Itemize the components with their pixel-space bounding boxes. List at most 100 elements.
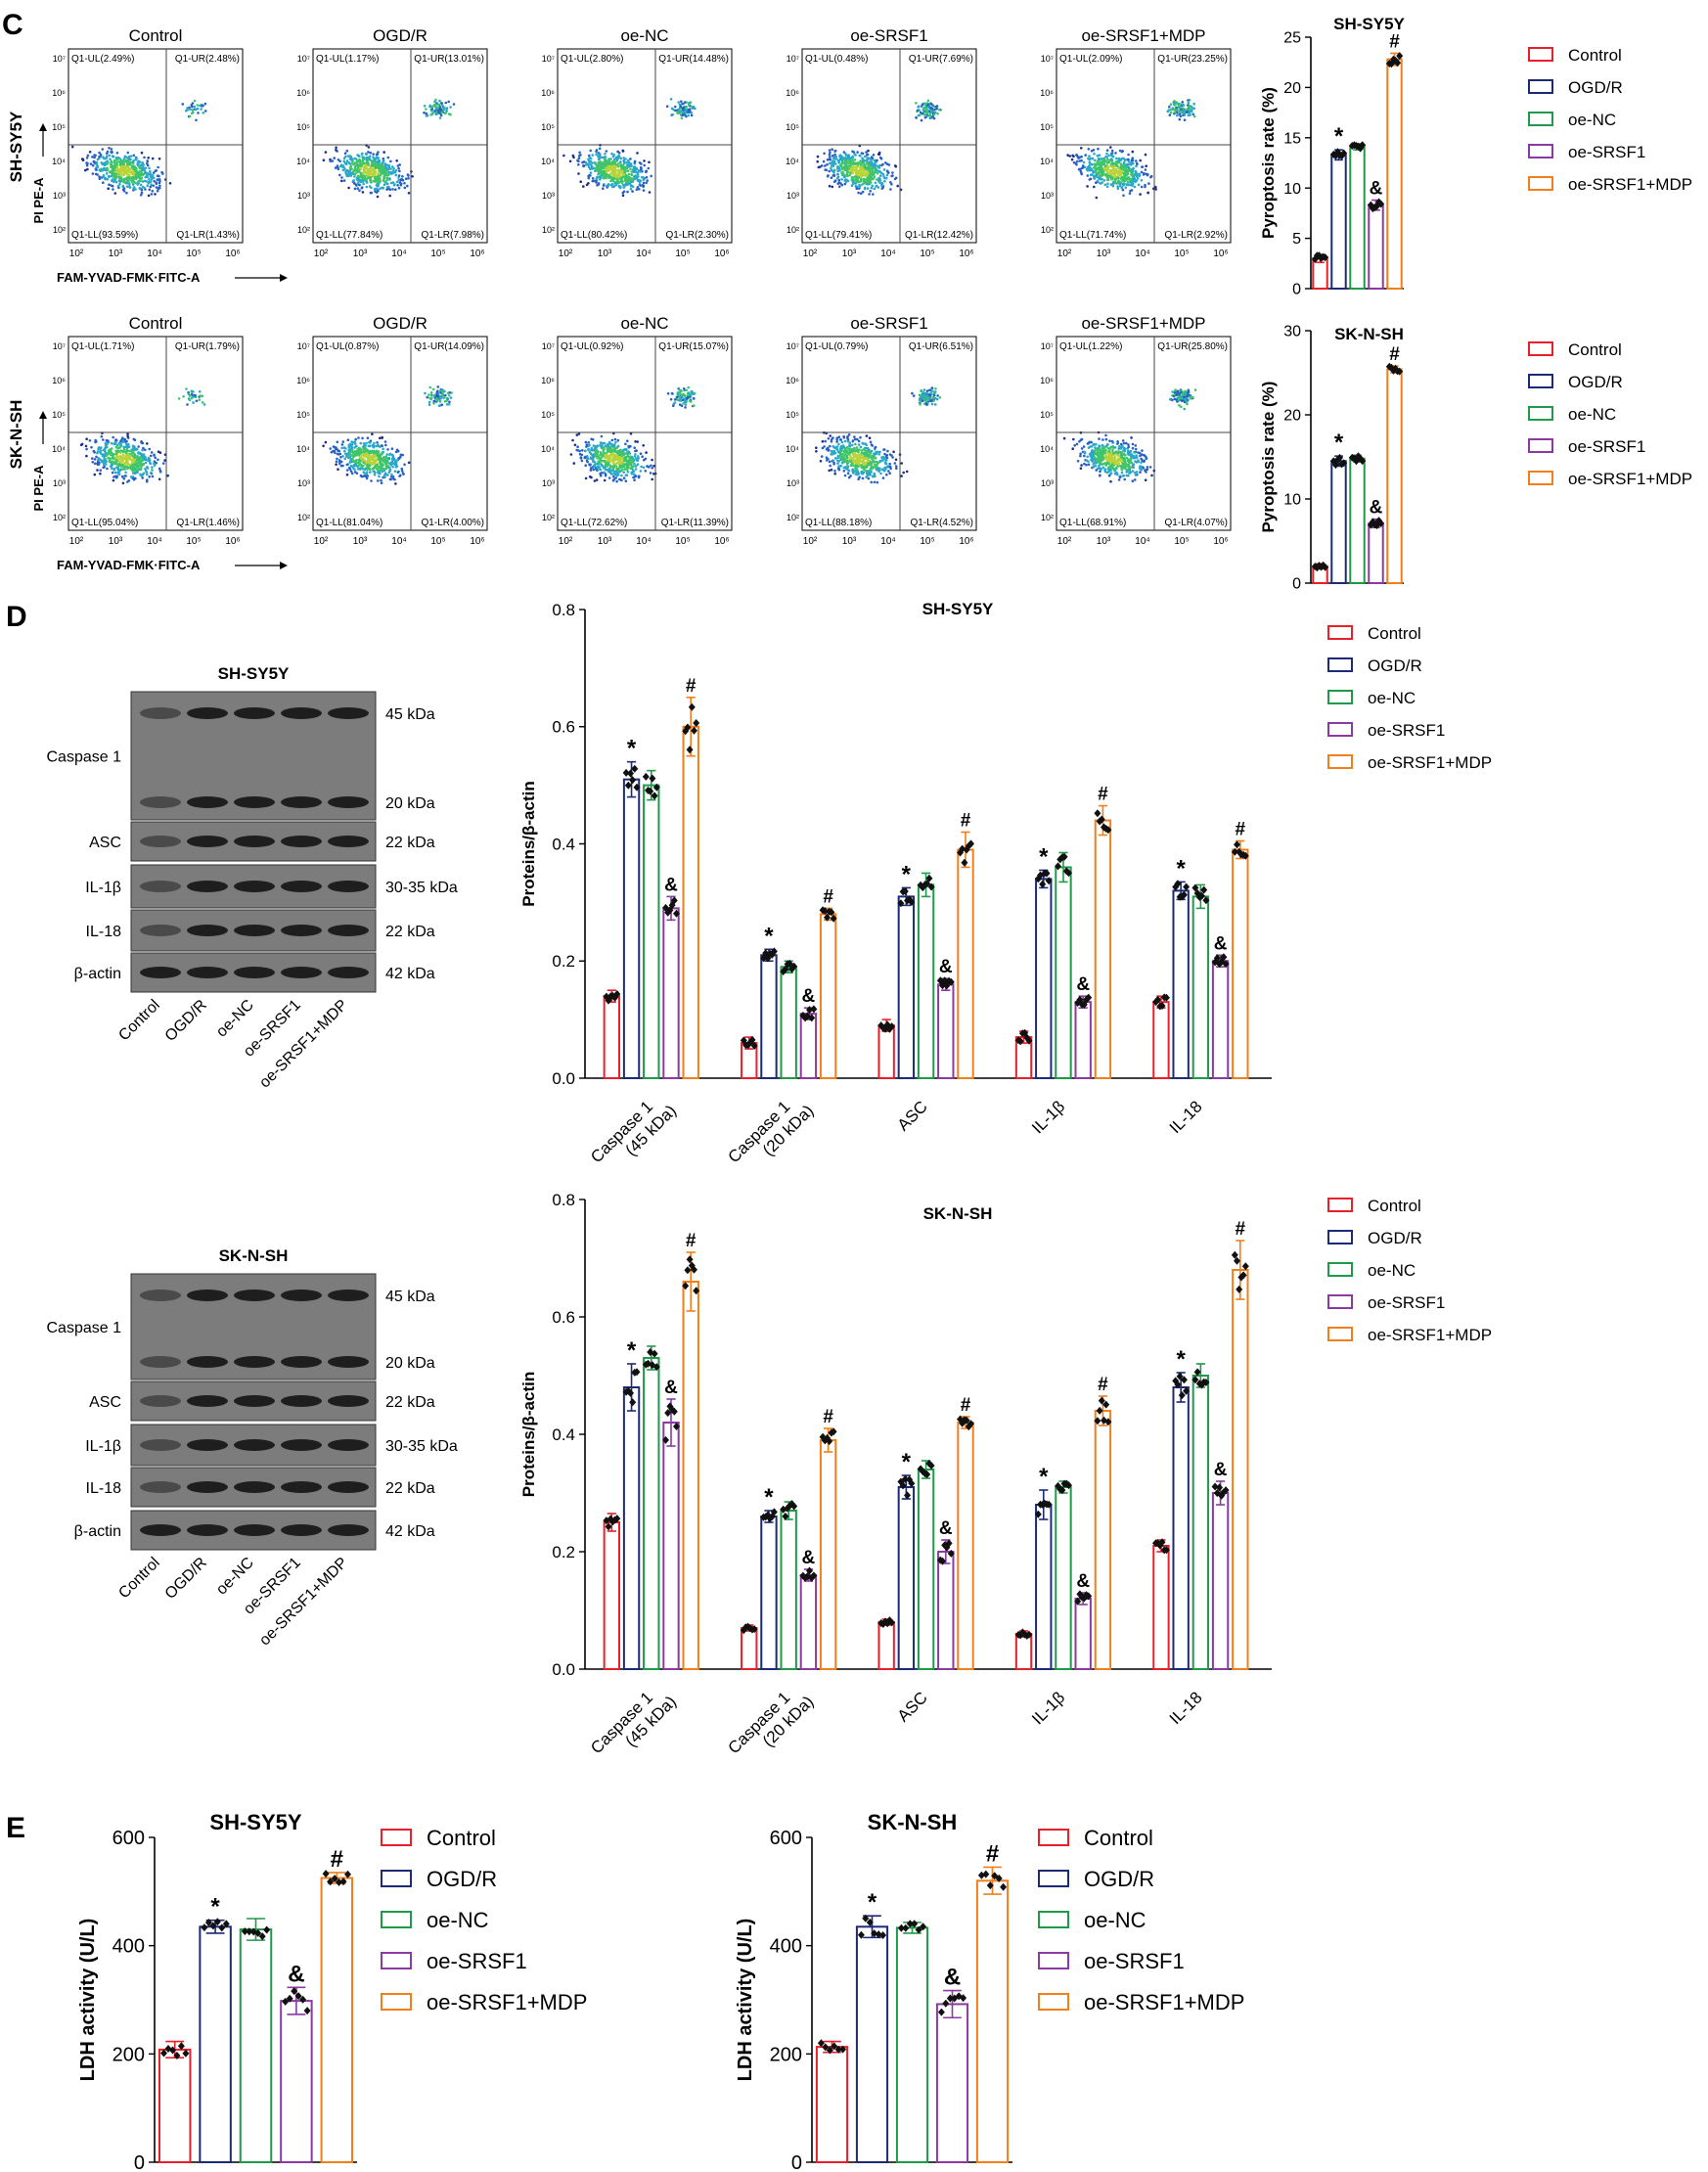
flow-x-tick-label: 10⁴ [391,249,406,259]
flow-event-dot [361,156,364,158]
flow-event-dot [856,171,860,174]
flow-event-dot [629,158,632,160]
flow-event-dot [380,452,383,456]
flow-event-dot [140,464,144,468]
flow-event-dot [111,467,113,471]
flow-event-dot [146,171,149,175]
flow-event-dot [144,467,147,471]
flow-y-axis-arrowhead [39,123,47,131]
flow-event-dot [190,390,194,393]
flow-event-dot [104,461,107,464]
flow-event-dot [148,166,151,170]
flow-plot-title: OGD/R [373,26,427,45]
flow-event-dot [873,164,876,168]
flow-event-dot [379,445,382,449]
flow-quadrant-ul: Q1-UL(0.48%) [805,54,868,65]
flow-event-dot [595,179,598,183]
flow-event-dot [142,453,146,456]
flow-event-dot [360,164,363,168]
flow-event-dot [108,154,112,158]
flow-event-dot [575,448,578,452]
flow-event-dot [1094,166,1098,170]
flow-event-dot [680,100,683,103]
flow-event-dot [440,403,444,407]
flow-event-dot [617,156,621,158]
flow-event-dot [1102,179,1106,182]
flow-quadrant-lr: Q1-LR(4.00%) [422,518,484,528]
flow-event-dot [870,186,874,190]
flow-event-dot [1127,166,1131,169]
flow-event-dot [599,453,603,456]
flow-event-dot [140,191,144,195]
flow-event-dot [103,449,107,453]
flow-event-dot [389,159,392,163]
flow-event-dot [131,451,134,455]
flow-event-dot [337,468,339,472]
flow-event-dot [1129,189,1132,193]
flow-plot-frame [67,48,244,244]
flow-event-dot [1119,162,1123,165]
flow-event-dot [866,187,870,190]
flow-event-dot [197,112,200,114]
flow-event-dot [391,165,394,168]
flow-event-dot [1120,169,1124,172]
flow-event-dot [634,468,638,471]
flow-quadrant-lr: Q1-LR(1.43%) [177,230,240,241]
flow-event-dot [383,163,387,166]
flow-event-dot [1144,168,1147,171]
flow-event-dot [397,176,400,179]
flow-event-dot [1145,172,1147,176]
flow-quadrant-lr: Q1-LR(11.39%) [661,518,729,528]
flow-event-dot [828,153,832,157]
flow-event-dot [692,105,696,109]
flow-event-dot [613,158,616,160]
flow-event-dot [121,440,125,443]
flow-event-dot [617,449,620,453]
flow-event-dot [862,161,866,164]
flow-event-dot [109,158,112,160]
flow-event-dot [382,178,385,181]
flow-event-dot [126,432,129,436]
flow-event-dot [150,178,154,181]
flow-event-dot [94,172,98,176]
flow-event-dot [345,463,349,467]
flow-event-dot [641,170,644,173]
flow-quadrant-ur: Q1-UR(15.07%) [658,341,729,352]
flow-event-dot [341,464,344,468]
flow-event-dot [381,435,384,439]
flow-event-dot [637,175,640,178]
flow-event-dot [644,457,648,461]
flow-event-dot [921,103,924,106]
flow-event-dot [432,104,436,108]
flow-event-dot [584,449,587,453]
flow-event-dot [857,191,860,195]
flow-event-dot [607,183,610,186]
flow-event-dot [836,175,840,179]
flow-event-dot [107,451,111,455]
flow-event-dot [624,442,627,446]
flow-event-dot [640,167,643,171]
flow-event-dot [358,467,362,470]
flow-event-dot [158,184,161,188]
flow-event-dot [587,158,590,161]
flow-event-dot [857,176,861,179]
flow-event-dot [423,105,427,108]
flow-event-dot [99,472,102,475]
flow-event-dot [832,170,835,173]
flow-event-dot [122,158,126,160]
flow-event-dot [606,445,608,449]
flow-event-dot [189,108,192,111]
flow-event-dot [693,391,697,395]
flow-event-dot [626,182,630,186]
flow-event-dot [157,158,161,160]
flow-event-dot [345,149,349,153]
flow-event-dot [99,153,103,157]
flow-event-dot [884,161,887,164]
flow-event-dot [624,474,628,477]
flow-event-dot [361,180,365,183]
flow-event-dot [145,180,149,183]
flow-quadrant-ll: Q1-LL(79.41%) [805,230,872,241]
flow-event-dot [1117,180,1120,184]
flow-event-dot [1105,152,1108,156]
flow-event-dot [621,149,624,153]
